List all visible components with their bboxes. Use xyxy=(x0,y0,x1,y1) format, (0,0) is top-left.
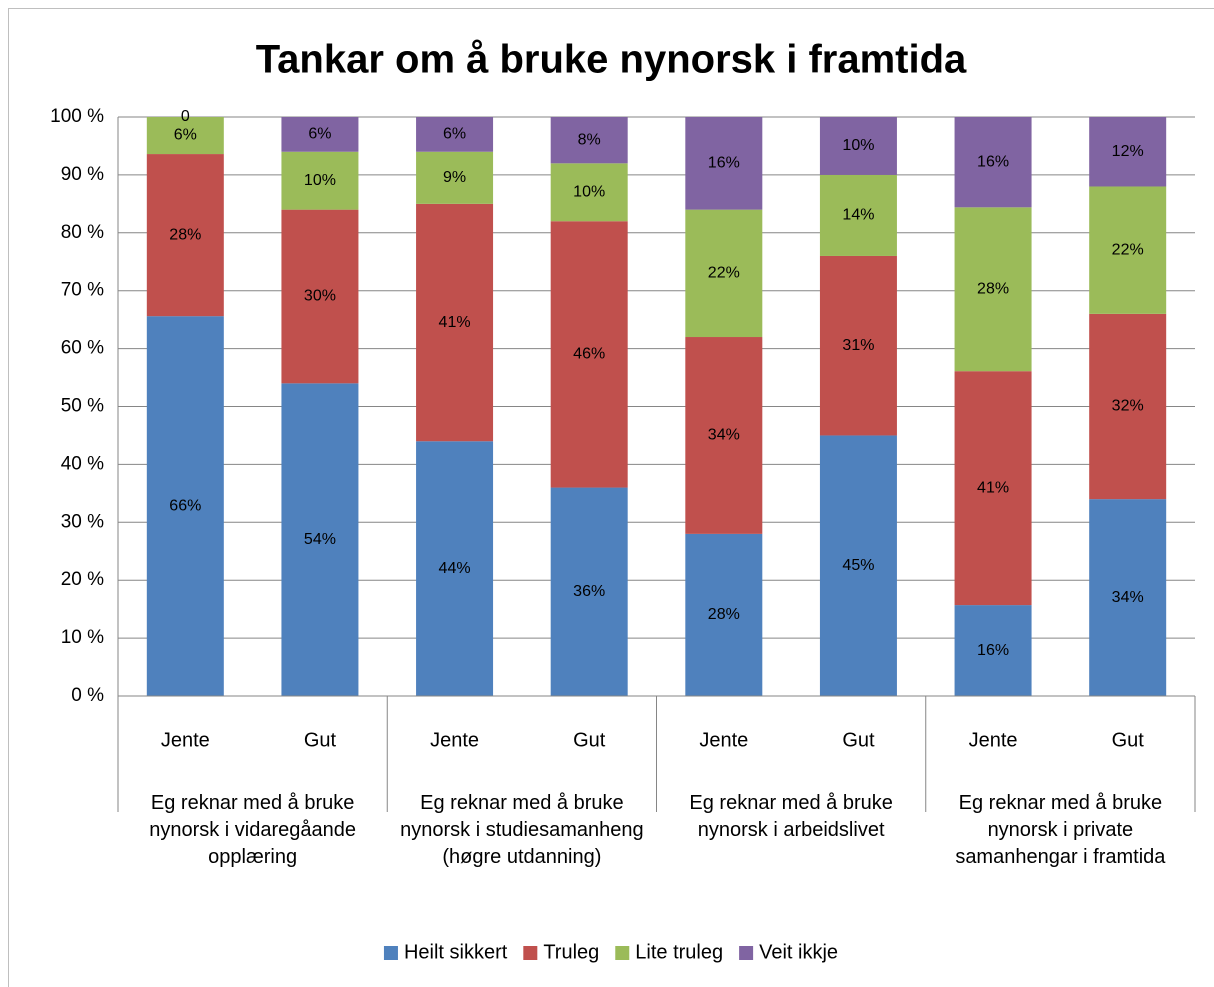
data-label: 28% xyxy=(708,606,740,623)
x-tick-label: Jente xyxy=(430,729,479,751)
data-label: 41% xyxy=(439,314,471,331)
bar-segment xyxy=(1089,313,1167,500)
legend-swatch xyxy=(739,946,754,960)
x-tick-label: Jente xyxy=(969,729,1018,751)
bar-segment xyxy=(1089,186,1167,314)
bar-segment xyxy=(146,117,224,155)
bar-segment xyxy=(954,207,1032,372)
legend-label: Veit ikkje xyxy=(759,941,838,963)
data-label: 46% xyxy=(573,346,605,363)
y-tick-label: 70 % xyxy=(61,280,104,301)
data-label: 10% xyxy=(573,183,605,200)
y-tick-label: 30 % xyxy=(61,511,104,532)
y-tick-label: 80 % xyxy=(61,222,104,243)
bar-segment xyxy=(146,154,224,317)
bar-segment xyxy=(550,117,628,164)
data-label: 16% xyxy=(977,153,1009,170)
x-tick-label: Gut xyxy=(1112,729,1145,751)
bar-segment xyxy=(685,533,763,696)
data-label: 6% xyxy=(308,126,331,143)
data-label: 22% xyxy=(708,265,740,282)
bar-segment xyxy=(685,209,763,338)
data-label: 22% xyxy=(1112,241,1144,258)
bar-segment xyxy=(146,316,224,696)
legend-swatch xyxy=(523,946,538,960)
data-label: 34% xyxy=(1112,589,1144,606)
data-label: 41% xyxy=(977,479,1009,496)
group-label: Eg reknar med å bruke nynorsk i arbeidsl… xyxy=(689,792,893,841)
y-tick-label: 0 % xyxy=(71,685,104,706)
data-label: 34% xyxy=(708,427,740,444)
bar-segment xyxy=(416,117,494,152)
data-label: 31% xyxy=(842,337,874,354)
y-tick-label: 100 % xyxy=(50,106,104,127)
data-label: 9% xyxy=(443,169,466,186)
bar-segment xyxy=(685,117,763,210)
data-label: 16% xyxy=(708,155,740,172)
data-label: 10% xyxy=(304,172,336,189)
bar-segment xyxy=(819,117,897,175)
x-tick-label: Jente xyxy=(699,729,748,751)
bar-segment xyxy=(819,255,897,436)
bar-segment xyxy=(954,605,1032,696)
data-label: 6% xyxy=(174,127,197,144)
x-tick-label: Jente xyxy=(161,729,210,751)
y-tick-label: 60 % xyxy=(61,338,104,359)
data-label: 0 xyxy=(181,108,190,125)
data-label: 54% xyxy=(304,531,336,548)
data-label: 28% xyxy=(169,226,201,243)
bar-segment xyxy=(416,441,494,696)
bar-segment xyxy=(954,371,1032,606)
y-tick-label: 50 % xyxy=(61,396,104,417)
bar-segment xyxy=(685,337,763,534)
x-tick-label: Gut xyxy=(573,729,606,751)
bar-segment xyxy=(954,117,1032,208)
y-tick-label: 10 % xyxy=(61,627,104,648)
data-label: 32% xyxy=(1112,398,1144,415)
y-tick-label: 90 % xyxy=(61,164,104,185)
y-tick-label: 40 % xyxy=(61,453,104,474)
legend-swatch xyxy=(383,946,398,960)
data-label: 45% xyxy=(842,557,874,574)
bar-segment xyxy=(550,487,628,696)
group-label: Eg reknar med å bruke nynorsk i studiesa… xyxy=(400,792,644,868)
bar-segment xyxy=(281,151,359,210)
bar-segment xyxy=(550,163,628,222)
group-label: Eg reknar med å bruke nynorsk i vidaregå… xyxy=(149,792,357,868)
legend-label: Lite truleg xyxy=(635,941,723,963)
data-label: 28% xyxy=(977,280,1009,297)
legend-swatch xyxy=(615,946,630,960)
x-tick-label: Gut xyxy=(304,729,337,751)
data-label: 8% xyxy=(578,131,601,148)
data-label: 6% xyxy=(443,126,466,143)
data-label: 16% xyxy=(977,642,1009,659)
group-label: Eg reknar med å bruke nynorsk i private … xyxy=(955,792,1166,868)
data-label: 66% xyxy=(169,497,201,514)
legend-label: Truleg xyxy=(543,941,599,963)
legend-label: Heilt sikkert xyxy=(404,941,508,963)
y-tick-label: 20 % xyxy=(61,569,104,590)
x-tick-label: Gut xyxy=(842,729,875,751)
chart-title: Tankar om å bruke nynorsk i framtida xyxy=(256,38,967,82)
bar-segment xyxy=(281,383,359,696)
data-label: 36% xyxy=(573,583,605,600)
bar-segment xyxy=(281,209,359,384)
bar-segment xyxy=(1089,499,1167,696)
bar-segment xyxy=(819,174,897,256)
bar-segment xyxy=(819,435,897,696)
bar-segment xyxy=(550,221,628,488)
bar-segment xyxy=(281,117,359,152)
data-label: 44% xyxy=(439,560,471,577)
data-label: 12% xyxy=(1112,143,1144,160)
data-label: 10% xyxy=(842,137,874,154)
data-label: 14% xyxy=(842,207,874,224)
data-label: 30% xyxy=(304,288,336,305)
bar-segment xyxy=(416,151,494,204)
bar-segment xyxy=(1089,117,1167,187)
bar-segment xyxy=(416,203,494,442)
